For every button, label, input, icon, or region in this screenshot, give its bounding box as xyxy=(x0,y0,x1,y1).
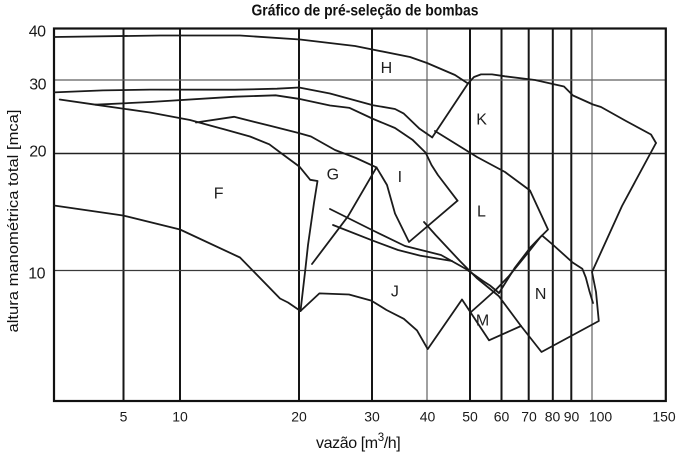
svg-text:5: 5 xyxy=(120,408,128,424)
svg-text:150: 150 xyxy=(652,408,676,424)
svg-text:M: M xyxy=(476,313,489,330)
svg-text:100: 100 xyxy=(589,408,613,424)
svg-text:60: 60 xyxy=(494,408,510,424)
svg-text:J: J xyxy=(391,284,399,301)
svg-text:30: 30 xyxy=(364,408,380,424)
svg-text:10: 10 xyxy=(28,266,45,283)
svg-text:F: F xyxy=(214,186,224,203)
svg-text:G: G xyxy=(327,166,339,183)
svg-text:90: 90 xyxy=(564,408,580,424)
svg-text:N: N xyxy=(535,286,547,303)
svg-text:40: 40 xyxy=(420,408,436,424)
svg-text:I: I xyxy=(398,169,402,186)
svg-text:20: 20 xyxy=(29,144,46,161)
svg-text:80: 80 xyxy=(545,408,561,424)
svg-text:vazão [m3/h]: vazão [m3/h] xyxy=(316,432,400,452)
svg-text:50: 50 xyxy=(462,408,478,424)
svg-text:20: 20 xyxy=(291,408,307,424)
svg-text:70: 70 xyxy=(521,408,537,424)
svg-text:10: 10 xyxy=(172,408,188,424)
svg-text:K: K xyxy=(476,111,487,128)
svg-text:L: L xyxy=(477,204,486,221)
svg-text:30: 30 xyxy=(29,77,46,94)
svg-text:40: 40 xyxy=(29,24,46,41)
svg-text:Gráfico de pré-seleção de bomb: Gráfico de pré-seleção de bombas xyxy=(252,3,479,20)
svg-text:H: H xyxy=(381,60,393,77)
svg-text:altura manométrica total [mca]: altura manométrica total [mca] xyxy=(5,110,22,333)
